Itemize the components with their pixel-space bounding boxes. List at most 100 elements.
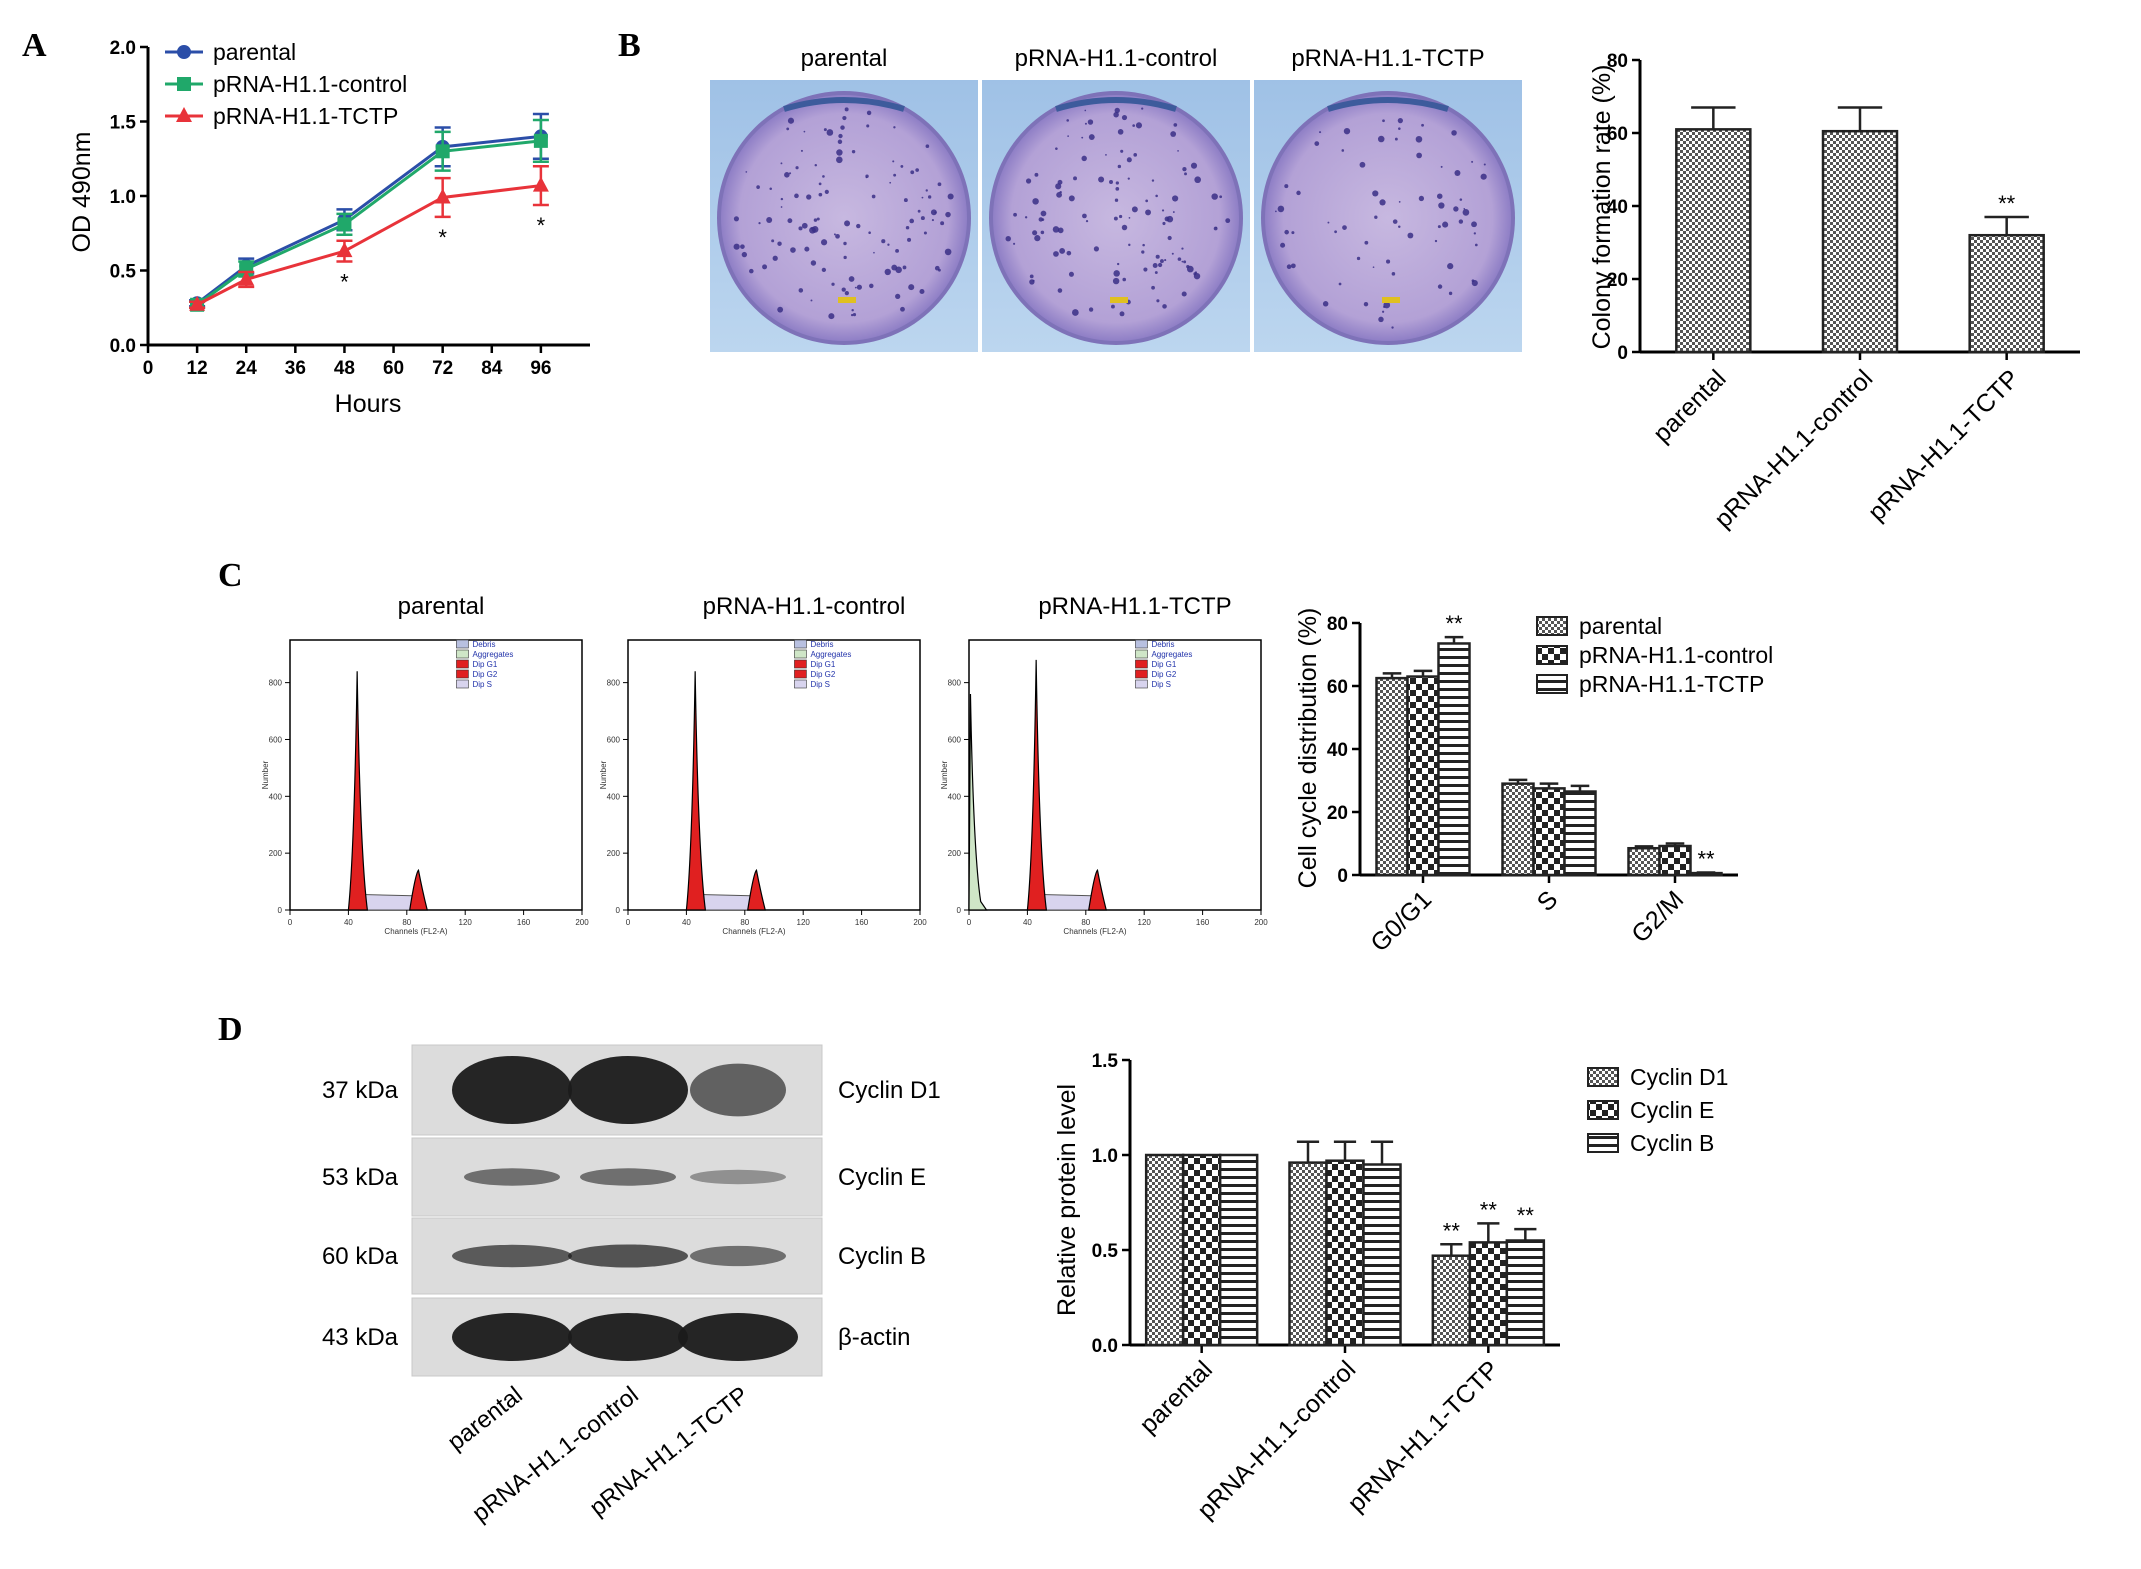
- panel-c-histogram-legend-label: Dip G2: [1151, 670, 1176, 679]
- panel-c-ytick-label: 0: [1337, 866, 1348, 887]
- panel-b-colony-dot: [1013, 212, 1017, 217]
- panel-b-colony-dot: [838, 133, 843, 139]
- panel-b-colony-dot: [927, 195, 932, 199]
- panel-b-colony-dot: [1277, 205, 1285, 213]
- panel-b-colony-dot: [1280, 242, 1286, 248]
- panel-b-colony-dot: [1152, 263, 1158, 268]
- panel-b-colony-dot: [821, 267, 827, 273]
- panel-c-histogram-legend-swatch: [794, 639, 807, 649]
- panel-c-histogram-xtick-label: 40: [1023, 918, 1032, 927]
- panel-c-ytick-label: 80: [1327, 614, 1348, 635]
- panel-b-colony-dot: [1296, 190, 1301, 196]
- panel-b-scale-bar: [838, 297, 856, 303]
- panel-d-kda-label: 37 kDa: [322, 1077, 399, 1104]
- panel-b-colony-dot: [1059, 248, 1066, 254]
- panel-b-colony-dot: [787, 117, 795, 124]
- panel-b-colony-dot: [1143, 267, 1148, 272]
- panel-b-colony-dot: [1040, 230, 1045, 235]
- panel-d-bar: [1431, 1254, 1472, 1347]
- panel-c-histogram-xtick-label: 200: [575, 918, 589, 927]
- panel-b-colony-dot: [1458, 219, 1464, 224]
- panel-b-colony-dot: [1193, 272, 1201, 280]
- panel-c-legend-swatch: [1536, 674, 1568, 694]
- panel-letter-a: A: [22, 27, 47, 64]
- panel-b-colony-dot: [1471, 221, 1477, 228]
- panel-c-histogram-ytick-label: 200: [948, 849, 962, 858]
- panel-d-kda-label: 60 kDa: [322, 1243, 399, 1270]
- panel-d-blot-band: [568, 1313, 688, 1361]
- panel-b-colony-dot: [806, 194, 812, 200]
- panel-c-significance: **: [1697, 846, 1715, 871]
- panel-a-xtick-label: 48: [334, 358, 355, 379]
- panel-b-colony-dot: [1434, 239, 1438, 243]
- panel-b-colony-dot: [1284, 229, 1289, 235]
- panel-c-g2-peak: [747, 869, 767, 911]
- panel-c-histogram-legend-swatch: [456, 649, 469, 659]
- panel-b-colony-dot: [1453, 206, 1459, 212]
- panel-c-histogram-xtick-label: 80: [740, 918, 749, 927]
- panel-b-colony-dot: [786, 127, 790, 131]
- panel-b-colony-dot: [843, 255, 847, 260]
- panel-c-histogram-ytick-label: 0: [616, 906, 621, 915]
- panel-b-colony-dot: [842, 115, 847, 121]
- panel-d-bar: [1325, 1159, 1365, 1347]
- panel-d-protein-label: Cyclin D1: [838, 1077, 941, 1104]
- panel-letter-b: B: [618, 27, 641, 64]
- panel-b-colony-dot: [1032, 230, 1038, 236]
- panel-b-colony-dot: [780, 206, 783, 208]
- panel-d-bar: [1144, 1153, 1185, 1347]
- panel-c-histogram-xtick-label: 40: [682, 918, 691, 927]
- panel-c-histogram-ytick-label: 0: [278, 906, 283, 915]
- panel-b-category-label: pRNA-H1.1-TCTP: [1863, 364, 2025, 526]
- panel-b-colony-dot: [1117, 129, 1124, 135]
- panel-b-colony-dot: [1172, 195, 1179, 202]
- panel-b-colony-dot: [895, 293, 901, 300]
- panel-c-legend-swatch: [1536, 645, 1568, 665]
- panel-b-colony-dot: [908, 284, 915, 291]
- panel-c-category-label: G2/M: [1626, 885, 1689, 948]
- panel-c-histogram-xtick-label: 200: [913, 918, 927, 927]
- panel-letter-d: D: [218, 1011, 243, 1048]
- panel-b-colony-dot: [813, 218, 818, 222]
- panel-b-colony-dot: [1170, 131, 1177, 137]
- panel-b-colony-dot: [1372, 266, 1375, 268]
- panel-b-ytick-label: 60: [1607, 124, 1628, 145]
- panel-b-colony-dot: [869, 283, 874, 289]
- panel-d-legend-swatch: [1587, 1100, 1619, 1120]
- panel-c-bar: [1532, 787, 1566, 877]
- panel-b-colony-dot: [934, 211, 937, 214]
- panel-b-colony-dot: [1171, 252, 1174, 255]
- panel-b-colony-dot: [1034, 172, 1039, 177]
- panel-d-significance: **: [1517, 1203, 1535, 1228]
- panel-b-colony-dot: [758, 221, 761, 225]
- panel-c-histogram-legend-swatch: [456, 669, 469, 679]
- panel-a-ylabel: OD 490nm: [68, 132, 96, 253]
- panel-b-colony-dot: [1119, 311, 1125, 317]
- panel-c-histogram-ytick-label: 800: [948, 679, 962, 688]
- panel-b-colony-dot: [1155, 254, 1160, 259]
- panel-d-blot-band: [568, 1244, 688, 1268]
- panel-c-histogram-ylabel: Number: [940, 760, 949, 789]
- panel-c-histogram-ytick-label: 400: [948, 792, 962, 801]
- panel-b-colony-dot: [777, 306, 784, 313]
- panel-c-bar-chart: Cell cycle distribution (%) 0 20 40 60 80 G0/…: [1294, 608, 1773, 958]
- panel-d-category-label: parental: [1134, 1355, 1218, 1439]
- panel-b-colony-dot: [848, 276, 855, 282]
- panel-a-ytick-label: 1.5: [110, 113, 137, 134]
- panel-b-colony-dot: [1059, 190, 1062, 194]
- panel-b-colony-dot: [824, 189, 829, 194]
- panel-a-xtick-label: 24: [236, 358, 258, 379]
- panel-c-histogram-legend-label: Aggregates: [810, 650, 851, 659]
- panel-b-colony-dot: [1398, 200, 1401, 203]
- panel-b-colony-dot: [1377, 135, 1385, 143]
- panel-b-colony-dot: [836, 149, 843, 156]
- panel-b-colony-dot: [1073, 176, 1077, 181]
- panel-d-blot-band: [690, 1063, 786, 1117]
- panel-b-colony-dot: [1088, 134, 1095, 140]
- panel-b-colony-dot: [925, 189, 928, 192]
- panel-b-colony-dot: [1068, 271, 1074, 277]
- panel-b-colony-dot: [1338, 282, 1342, 286]
- panel-b-colony-dot: [840, 125, 845, 130]
- panel-c-bar: [1375, 676, 1409, 877]
- panel-a-ytick-label: 2.0: [110, 38, 136, 59]
